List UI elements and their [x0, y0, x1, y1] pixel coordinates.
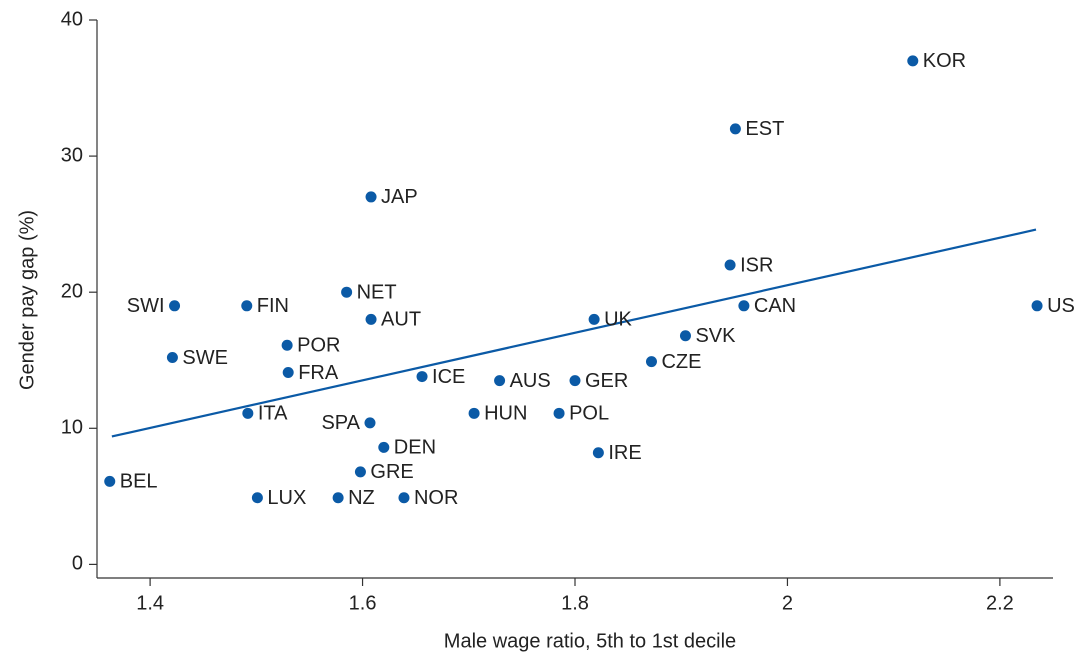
trend-line: [111, 228, 1037, 438]
point-label: NZ: [348, 487, 375, 509]
point: [553, 407, 565, 419]
point-label: ICE: [432, 366, 465, 388]
y-tick-label: 40: [61, 8, 83, 30]
point-label: DEN: [394, 437, 436, 459]
point: [645, 356, 657, 368]
point-label: CAN: [754, 295, 796, 317]
point-label: SWI: [127, 295, 165, 317]
point: [104, 475, 116, 487]
point: [1031, 300, 1043, 312]
y-tick-label: 0: [72, 553, 83, 575]
x-axis-label: Male wage ratio, 5th to 1st decile: [444, 630, 736, 652]
point: [378, 441, 390, 453]
x-tick-label: 2.2: [986, 592, 1014, 614]
point-label: KOR: [923, 50, 966, 72]
point-label: CZE: [661, 351, 701, 373]
point-label: AUS: [510, 370, 551, 392]
point: [679, 330, 691, 342]
point: [282, 366, 294, 378]
point: [341, 286, 353, 298]
point: [907, 55, 919, 67]
point-label: HUN: [484, 403, 527, 425]
point-label: GRE: [370, 461, 413, 483]
point-label: EST: [745, 118, 784, 140]
point-label: AUT: [381, 309, 421, 331]
point: [281, 339, 293, 351]
point-label: NET: [357, 281, 397, 303]
x-tick-label: 1.8: [561, 592, 589, 614]
y-tick-label: 20: [61, 280, 83, 302]
point: [724, 259, 736, 271]
point: [242, 407, 254, 419]
point: [494, 375, 506, 387]
point: [738, 300, 750, 312]
point-label: ISR: [740, 254, 773, 276]
point: [241, 300, 253, 312]
point: [332, 492, 344, 504]
point-label: SVK: [695, 325, 736, 347]
point-label: US: [1047, 295, 1075, 317]
point-label: POR: [297, 335, 340, 357]
point: [354, 466, 366, 478]
x-tick-label: 1.4: [136, 592, 164, 614]
y-tick-label: 10: [61, 417, 83, 439]
point-label: LUX: [267, 487, 306, 509]
point: [166, 352, 178, 364]
point: [588, 313, 600, 325]
point: [729, 123, 741, 135]
point-label: FIN: [257, 295, 289, 317]
point-label: BEL: [120, 471, 158, 493]
point: [365, 313, 377, 325]
point-label: POL: [569, 403, 609, 425]
point: [592, 447, 604, 459]
point-label: SWE: [182, 347, 228, 369]
point: [398, 492, 410, 504]
point: [569, 375, 581, 387]
point: [468, 407, 480, 419]
point-label: FRA: [298, 362, 339, 384]
point-label: SPA: [321, 412, 360, 434]
y-tick-label: 30: [61, 144, 83, 166]
x-tick-label: 2: [782, 592, 793, 614]
point: [365, 191, 377, 203]
y-axis-label: Gender pay gap (%): [16, 210, 38, 390]
point-label: ITA: [258, 403, 288, 425]
point-label: UK: [604, 309, 632, 331]
point-label: NOR: [414, 487, 458, 509]
point: [251, 492, 263, 504]
point: [416, 371, 428, 383]
point-label: IRE: [608, 442, 641, 464]
x-tick-label: 1.6: [349, 592, 377, 614]
point-label: GER: [585, 370, 628, 392]
point: [169, 300, 181, 312]
point-label: JAP: [381, 186, 418, 208]
point: [364, 417, 376, 429]
